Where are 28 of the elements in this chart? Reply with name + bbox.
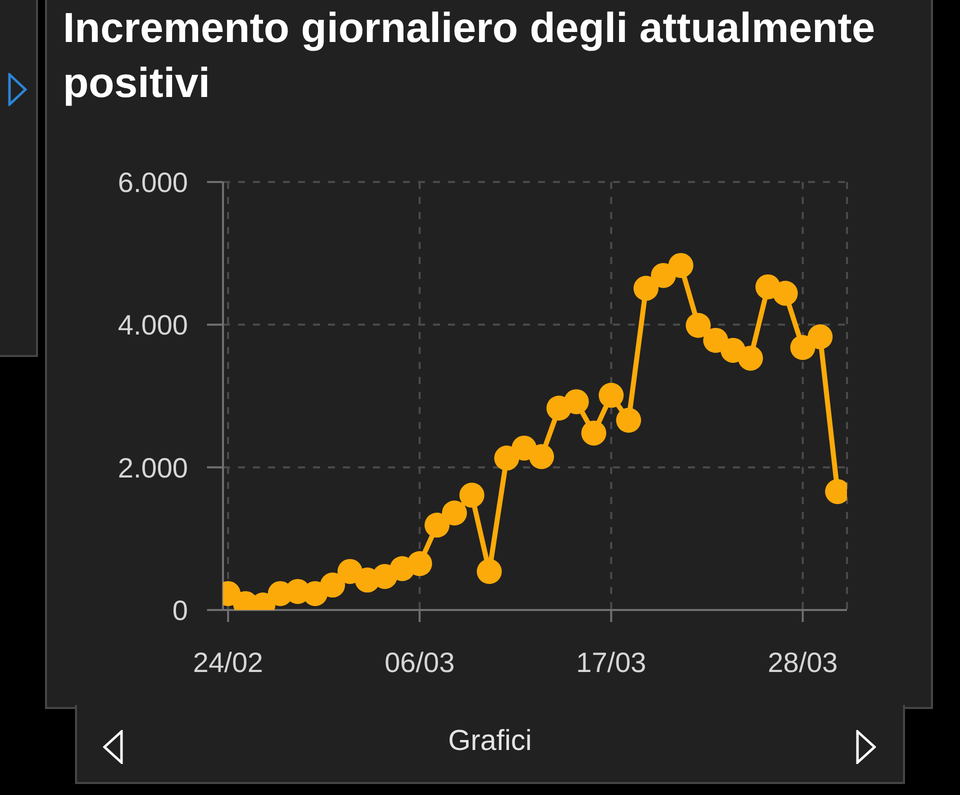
point (459, 482, 484, 508)
point (476, 558, 502, 584)
point (598, 382, 624, 408)
y-tick-label: 0 (172, 594, 188, 626)
point (564, 389, 589, 414)
point (808, 324, 833, 350)
text: Grafici (447, 724, 533, 759)
point (686, 312, 711, 338)
x-tick-label: 24/02 (193, 646, 264, 678)
point (772, 280, 798, 306)
point (790, 334, 816, 360)
y-tick-label: 4.000 (118, 310, 188, 341)
x-tick-label: 17/03 (576, 646, 646, 678)
x-tick-label: 28/03 (768, 646, 838, 678)
point (320, 572, 346, 598)
point (442, 500, 467, 526)
point (529, 444, 554, 470)
y-tick-label: 2.000 (118, 452, 188, 484)
x-tick-label: 06/03 (384, 646, 455, 678)
chart-title: Incremento giornaliero degli attualmente positivi (63, 3, 876, 108)
point (424, 512, 450, 538)
point (634, 276, 659, 301)
point (616, 408, 642, 433)
point (668, 252, 694, 278)
y-tick-label: 6.000 (118, 166, 188, 198)
point (407, 551, 432, 576)
point (738, 346, 763, 371)
point (581, 420, 606, 446)
